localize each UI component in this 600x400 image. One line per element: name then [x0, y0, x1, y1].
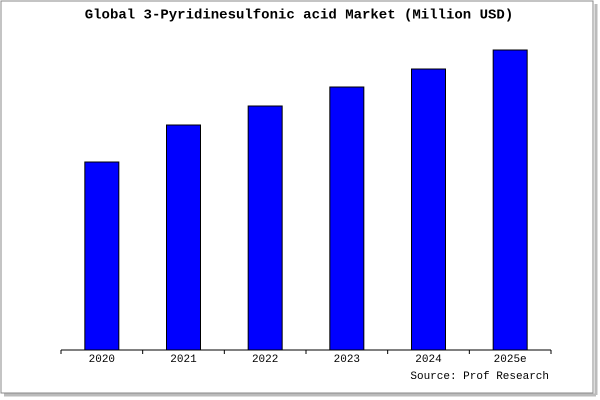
x-tick-label: 2021	[170, 354, 197, 366]
bar	[492, 49, 528, 351]
source-note: Source: Prof Research	[410, 371, 549, 383]
bar	[166, 124, 201, 351]
bar	[411, 68, 446, 351]
x-tick-label: 2020	[89, 354, 115, 366]
x-tick-label: 2024	[415, 354, 442, 366]
chart-title: Global 3-Pyridinesulfonic acid Market (M…	[85, 8, 513, 24]
x-tick-label: 2025e	[494, 354, 527, 366]
bar	[329, 86, 365, 351]
x-tick-label: 2023	[334, 354, 360, 366]
bar	[84, 161, 120, 351]
bar	[247, 105, 283, 351]
x-tick-label: 2022	[252, 354, 278, 366]
